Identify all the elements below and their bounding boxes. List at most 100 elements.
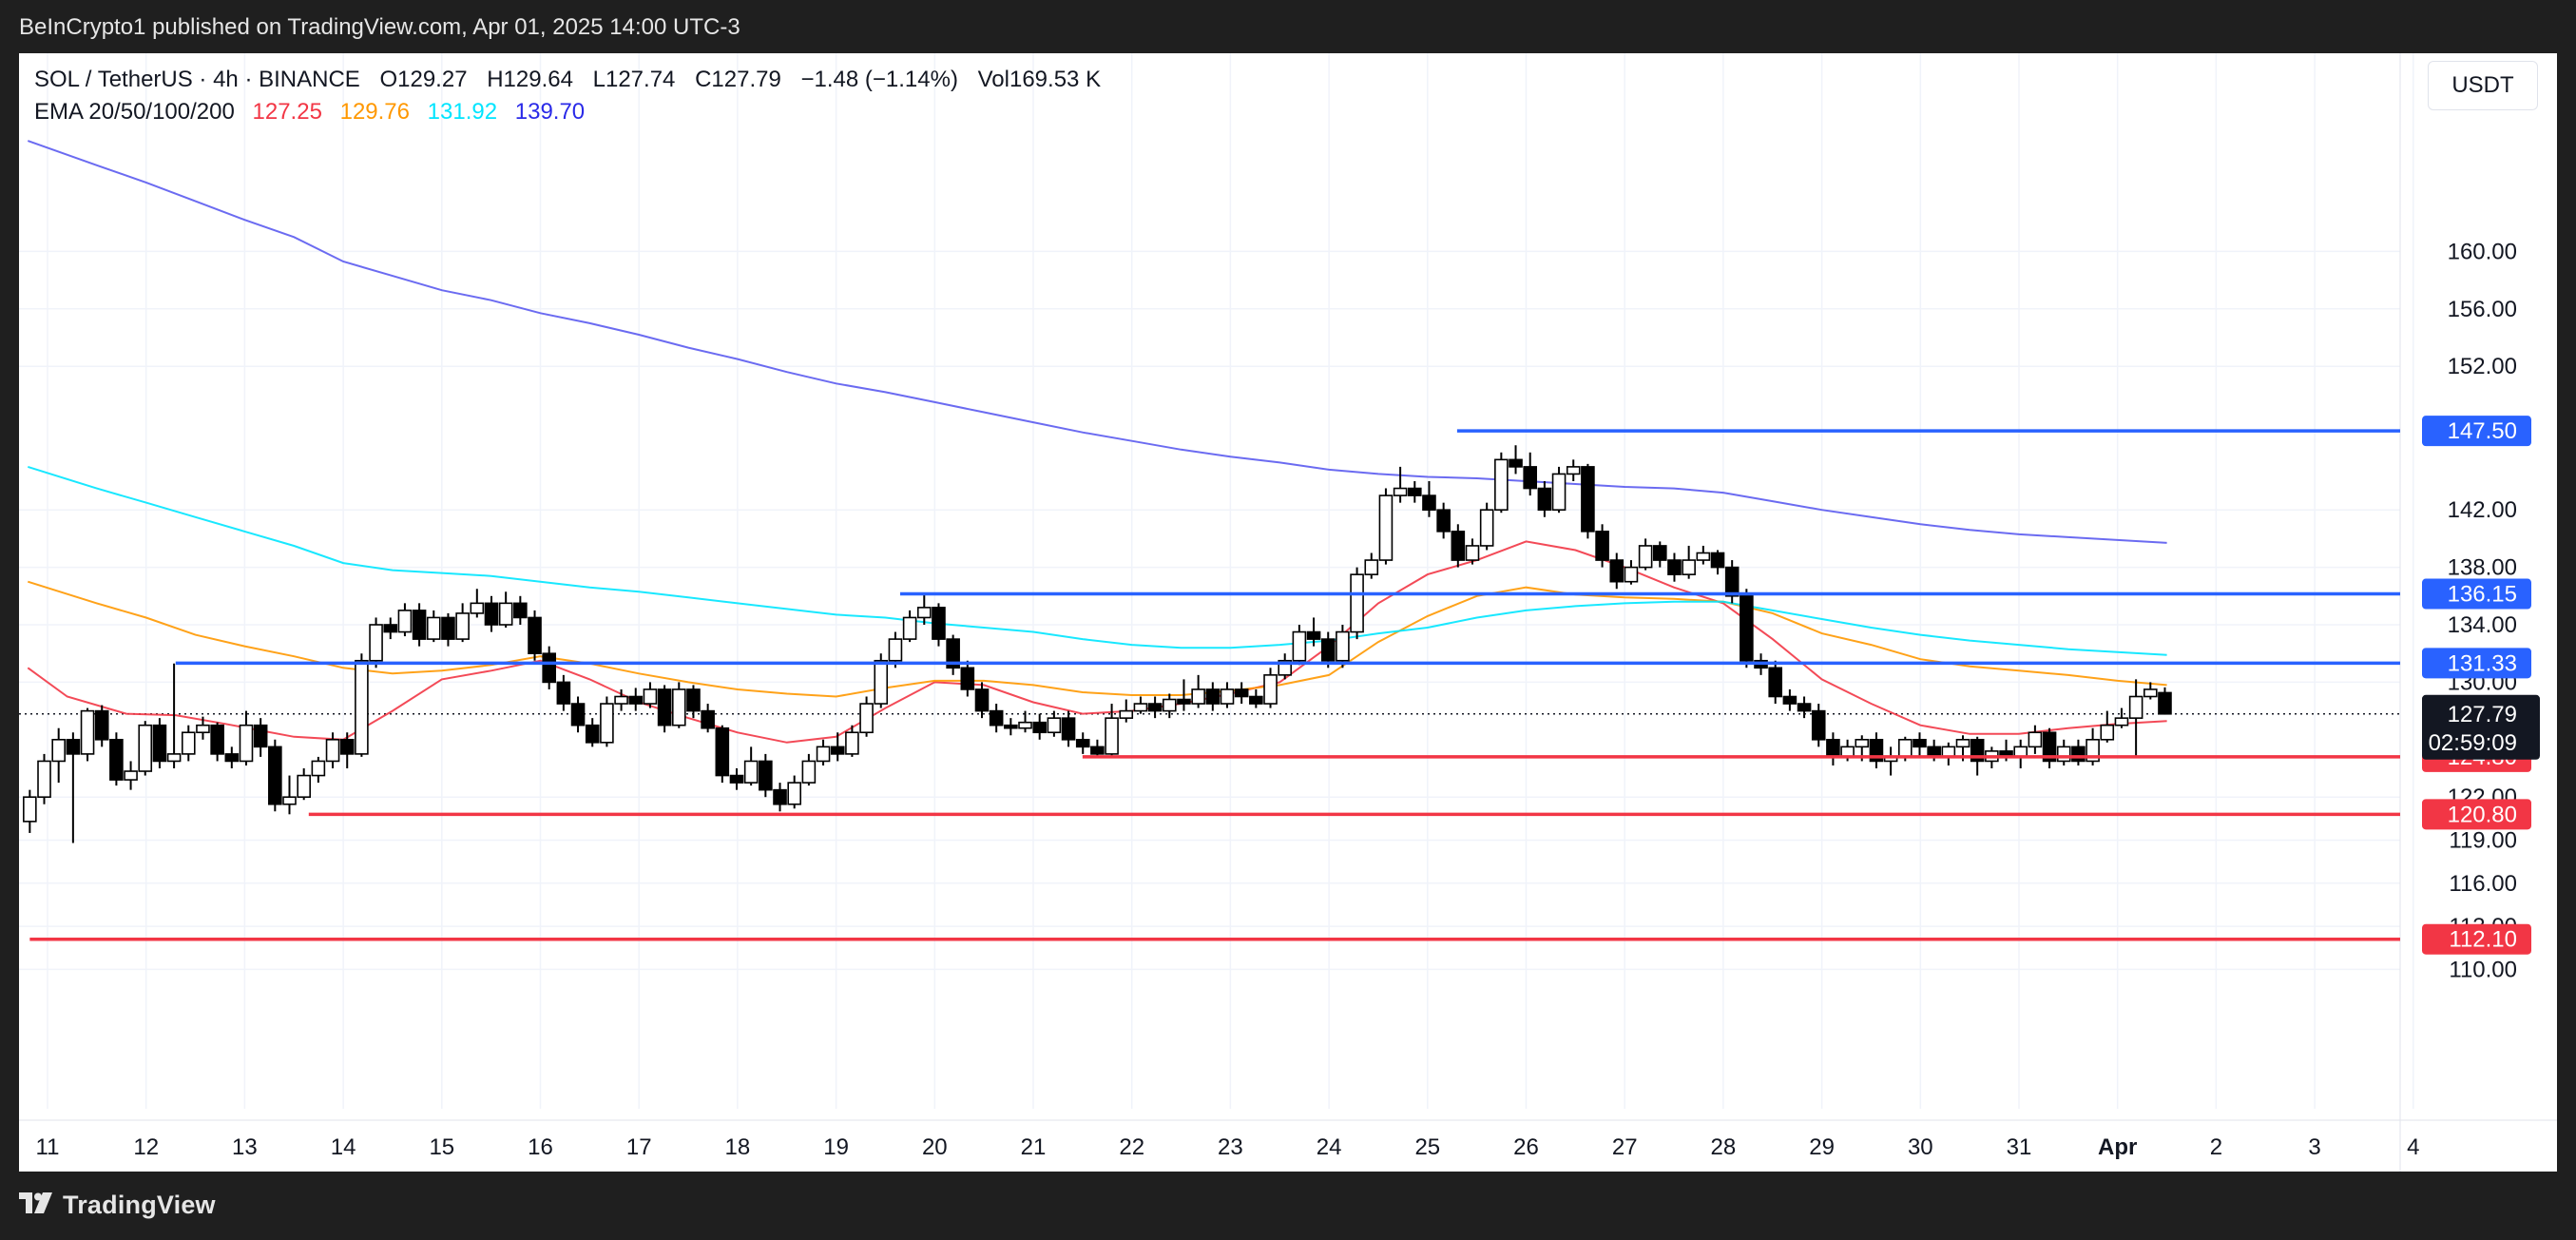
candle-body-up (743, 760, 759, 784)
candle-body-up (1336, 630, 1350, 662)
y-tick-label: 156.00 (2448, 297, 2517, 322)
candle-body-down (224, 753, 240, 763)
candle-body-down (513, 602, 528, 619)
chart-panel[interactable]: 160.00 156.00 152.00 142.00 138.00 134.00 130.… (19, 53, 2557, 1172)
close-value: C127.79 (695, 67, 781, 92)
candle (2071, 739, 2086, 765)
candle (1105, 704, 1119, 757)
x-tick-label: 18 (725, 1134, 751, 1160)
candle (2042, 727, 2057, 768)
candle-body-up (124, 770, 138, 781)
candle (124, 761, 138, 790)
candle-body-down (715, 727, 730, 777)
candle (37, 753, 51, 804)
candle-body-down (66, 738, 81, 755)
candle (1133, 696, 1148, 714)
candle (311, 756, 326, 784)
candle-body-up (1162, 698, 1177, 712)
candle-body-up (600, 703, 614, 744)
candle (1393, 466, 1408, 503)
currency-button[interactable]: USDT (2428, 61, 2538, 110)
candle-body-down (1422, 494, 1436, 512)
open-value: O129.27 (379, 67, 468, 92)
candle (1162, 693, 1177, 719)
candle-body-down (1913, 738, 1927, 748)
candle (816, 739, 831, 765)
candle-body-up (325, 738, 340, 763)
candle (1407, 481, 1422, 503)
candle-body-up (138, 724, 153, 772)
candle-body-up (1494, 458, 1509, 512)
candle-body-up (614, 695, 628, 705)
candle (1740, 589, 1754, 668)
y-tick-label: 116.00 (2449, 871, 2517, 897)
candle (80, 707, 95, 762)
candle (1220, 682, 1235, 708)
support-price-tag: 120.80 (2422, 799, 2531, 830)
price-chart[interactable]: 160.00156.00152.00142.00138.00134.00130.… (19, 53, 2557, 1172)
candle (1278, 653, 1293, 680)
support-price-tag: 112.10 (2422, 923, 2531, 955)
candle-body-down (1724, 566, 1740, 597)
candle-body-up (282, 796, 297, 805)
candle (196, 716, 210, 740)
candle (1624, 560, 1639, 585)
candle (513, 595, 528, 625)
candle-body-up (845, 731, 859, 755)
candle (2114, 707, 2129, 728)
tradingview-logo-icon (19, 1192, 53, 1218)
candle (1551, 466, 1567, 513)
candle (1782, 688, 1797, 711)
y-tick-label: 138.00 (2448, 555, 2517, 581)
candle (1075, 732, 1090, 754)
candle (1609, 552, 1624, 590)
y-tick-label: 160.00 (2448, 239, 2517, 264)
candle-body-up (801, 760, 817, 784)
candle (845, 725, 859, 757)
candle-body-down (932, 607, 946, 640)
candle (2143, 682, 2158, 700)
candle-body-down (1595, 531, 1609, 561)
candle-body-up (2100, 724, 2115, 741)
candle-body-down (830, 746, 845, 755)
candle-body-up (787, 782, 801, 805)
candle (686, 685, 701, 719)
candle (1869, 732, 1884, 768)
candle (268, 739, 282, 812)
y-tick-label: 119.00 (2449, 828, 2517, 854)
candle (2100, 710, 2115, 743)
candle (1652, 541, 1667, 568)
candle (181, 725, 196, 762)
candle-body-down (946, 638, 960, 669)
candle-body-up (1018, 721, 1032, 729)
candle-body-down (1609, 559, 1624, 583)
candle-body-down (1061, 717, 1076, 741)
candle-body-up (470, 602, 485, 614)
candle-body-up (1191, 688, 1205, 705)
candle-body-up (1955, 738, 1970, 748)
candle (166, 663, 182, 768)
candle-body-down (1667, 559, 1682, 575)
candle (282, 775, 297, 815)
price-tag-box (2422, 648, 2531, 679)
candle (1177, 679, 1191, 711)
ema100-value: 131.92 (427, 99, 498, 125)
price-axis: 160.00156.00152.00142.00138.00134.00130.… (2422, 239, 2540, 982)
candle (729, 768, 744, 790)
candle-body-down (1768, 667, 1783, 698)
candle (570, 696, 586, 733)
x-tick-label: 23 (1218, 1134, 1243, 1160)
candle (2013, 739, 2028, 768)
candle (657, 685, 672, 733)
y-tick-label: 152.00 (2448, 354, 2517, 379)
candle-body-up (498, 602, 513, 626)
y-tick-label: 142.00 (2448, 497, 2517, 523)
candle (628, 688, 644, 711)
candle (1913, 732, 1927, 757)
candle (1090, 739, 1105, 757)
candle-body-up (1897, 738, 1913, 758)
candle-body-down (2071, 746, 2086, 763)
tradingview-brand[interactable]: TradingView (19, 1191, 216, 1220)
candle-body-down (1797, 703, 1812, 712)
candle-body-down (542, 652, 556, 684)
